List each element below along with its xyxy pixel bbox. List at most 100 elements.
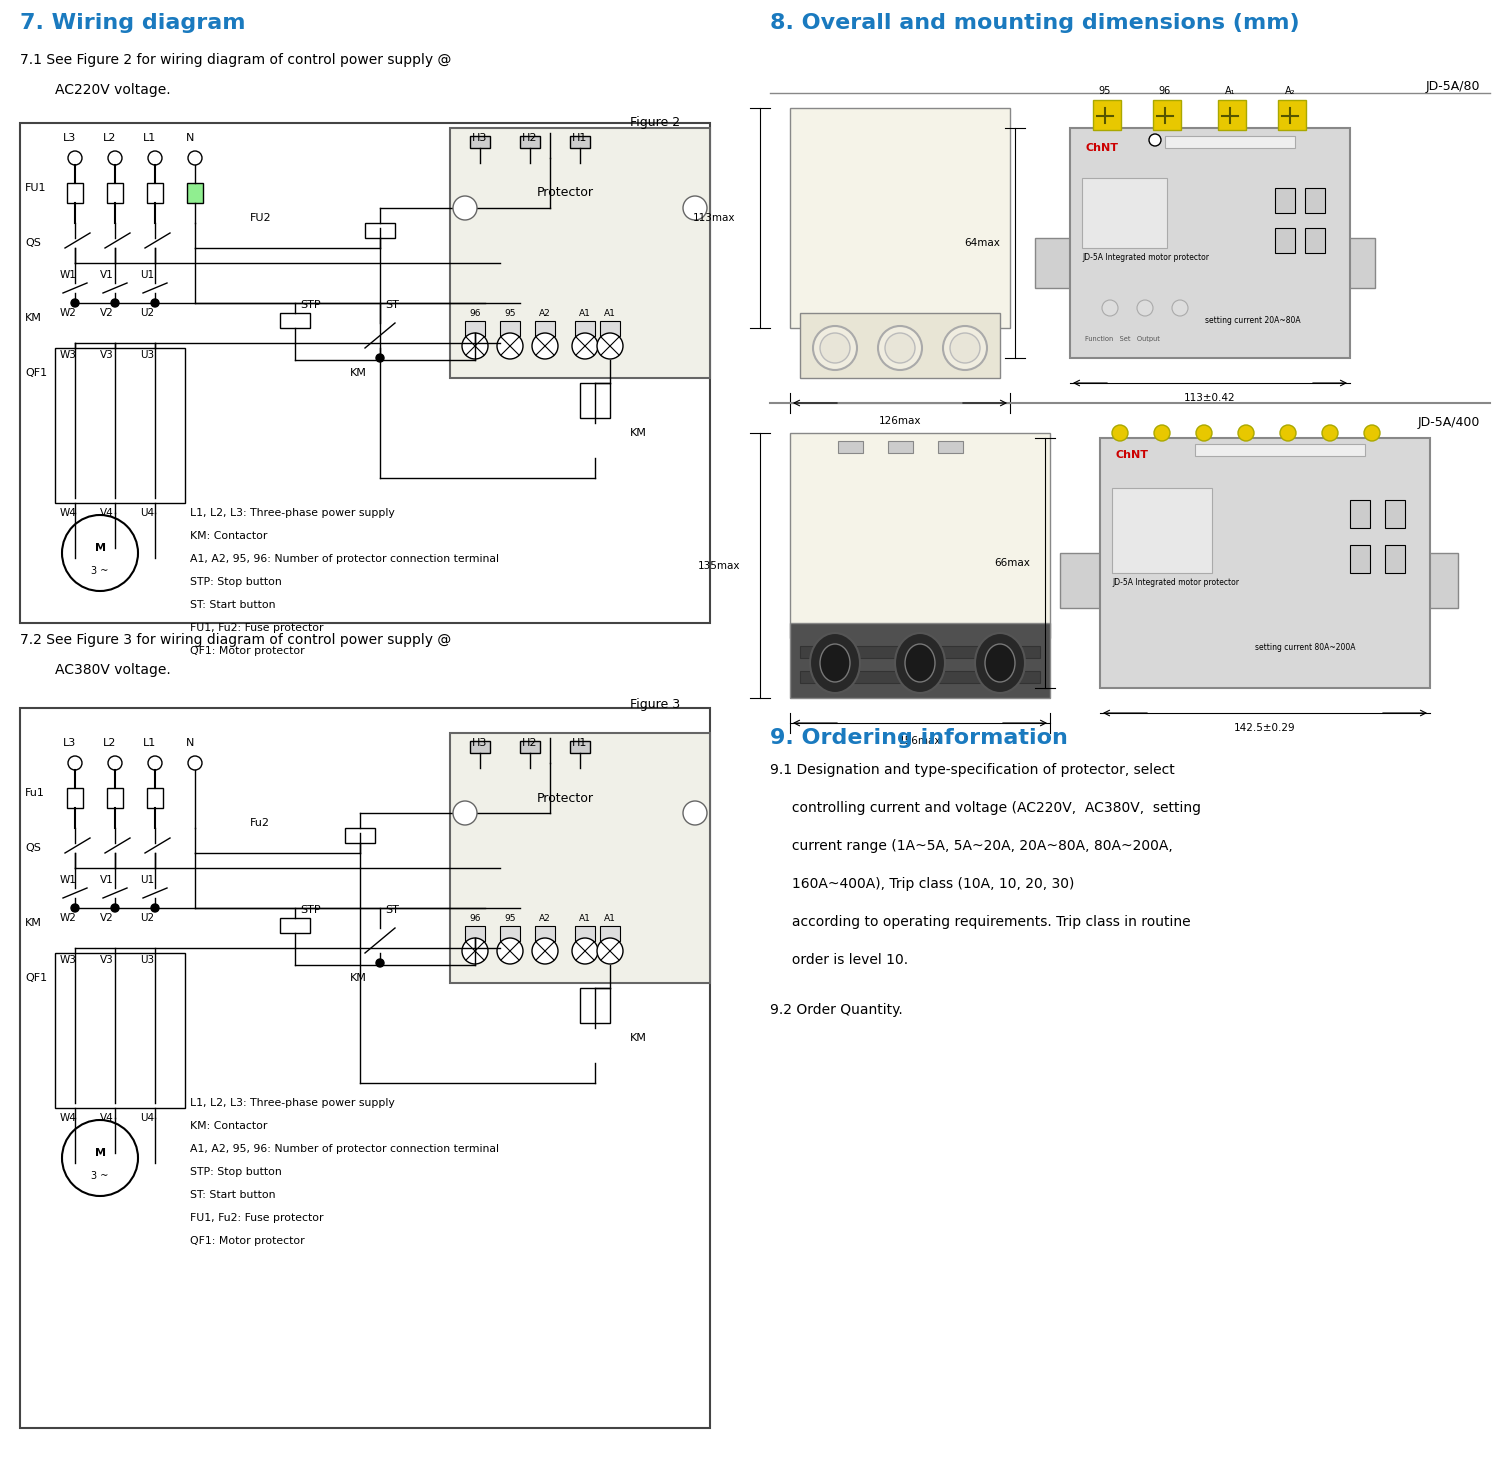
Text: QF1: Motor protector: QF1: Motor protector xyxy=(190,646,304,656)
Text: U1: U1 xyxy=(140,875,154,885)
Text: 9.2 Order Quantity.: 9.2 Order Quantity. xyxy=(770,1003,903,1018)
Bar xyxy=(20,122,710,623)
Circle shape xyxy=(950,332,980,363)
Text: KM: Contactor: KM: Contactor xyxy=(190,531,267,541)
Bar xyxy=(1100,437,1430,688)
Circle shape xyxy=(148,757,162,770)
Bar xyxy=(1196,445,1365,456)
Bar xyxy=(1340,238,1376,289)
Text: Function   Set   Output: Function Set Output xyxy=(1084,335,1160,343)
Bar xyxy=(147,184,164,203)
Bar xyxy=(1305,188,1324,213)
Circle shape xyxy=(532,937,558,964)
Text: L2: L2 xyxy=(104,738,117,748)
Bar xyxy=(1060,553,1100,608)
Bar xyxy=(465,926,484,940)
Bar xyxy=(56,348,184,503)
Bar xyxy=(1154,101,1180,130)
Text: W1: W1 xyxy=(60,270,76,280)
Bar xyxy=(1278,101,1306,130)
Text: KM: KM xyxy=(630,429,646,437)
Bar xyxy=(790,108,1010,328)
Bar xyxy=(500,926,520,940)
Text: Fu1: Fu1 xyxy=(26,787,45,798)
Text: STP: Stop button: STP: Stop button xyxy=(190,1166,282,1177)
Text: 7.2 See Figure 3 for wiring diagram of control power supply @: 7.2 See Figure 3 for wiring diagram of c… xyxy=(20,633,451,647)
Text: L2: L2 xyxy=(104,133,117,143)
Text: L1, L2, L3: Three-phase power supply: L1, L2, L3: Three-phase power supply xyxy=(190,1098,394,1108)
Bar xyxy=(470,741,490,752)
Bar xyxy=(106,787,123,808)
Circle shape xyxy=(453,195,477,220)
Bar xyxy=(574,321,596,335)
Text: KM: KM xyxy=(350,367,368,378)
Bar xyxy=(888,440,914,453)
Circle shape xyxy=(821,332,850,363)
Ellipse shape xyxy=(975,633,1024,693)
Circle shape xyxy=(496,937,523,964)
Text: H3: H3 xyxy=(472,738,488,748)
Circle shape xyxy=(148,152,162,165)
Text: KM: KM xyxy=(26,919,42,927)
Text: 7.1 See Figure 2 for wiring diagram of control power supply @: 7.1 See Figure 2 for wiring diagram of c… xyxy=(20,52,451,67)
Text: U2: U2 xyxy=(140,308,154,318)
Circle shape xyxy=(1238,424,1254,440)
Text: W2: W2 xyxy=(60,913,76,923)
Text: KM: KM xyxy=(26,313,42,324)
Circle shape xyxy=(1137,300,1154,316)
Text: H1: H1 xyxy=(573,133,588,143)
Text: 7. Wiring diagram: 7. Wiring diagram xyxy=(20,13,246,34)
Circle shape xyxy=(462,937,488,964)
Text: ST: Start button: ST: Start button xyxy=(190,1190,276,1200)
Text: 96: 96 xyxy=(470,914,480,923)
Bar xyxy=(470,136,490,149)
Circle shape xyxy=(188,757,202,770)
Text: setting current 20A~80A: setting current 20A~80A xyxy=(1204,316,1300,325)
Bar xyxy=(800,646,1040,658)
Circle shape xyxy=(878,327,922,370)
Text: A2: A2 xyxy=(538,309,550,318)
Circle shape xyxy=(68,152,82,165)
Text: AC380V voltage.: AC380V voltage. xyxy=(56,663,171,677)
Bar xyxy=(580,383,610,418)
Circle shape xyxy=(111,904,118,913)
Bar xyxy=(465,321,484,335)
Text: KM: KM xyxy=(630,1034,646,1042)
Bar xyxy=(1418,553,1458,608)
Circle shape xyxy=(1149,134,1161,146)
Text: U1: U1 xyxy=(140,270,154,280)
Text: QS: QS xyxy=(26,238,40,248)
Text: JD-5A Integrated motor protector: JD-5A Integrated motor protector xyxy=(1112,577,1239,588)
Circle shape xyxy=(68,757,82,770)
Bar xyxy=(1070,128,1350,359)
Text: Figure 2: Figure 2 xyxy=(630,117,680,128)
Text: 95: 95 xyxy=(504,914,516,923)
Text: current range (1A~5A, 5A~20A, 20A~80A, 80A~200A,: current range (1A~5A, 5A~20A, 20A~80A, 8… xyxy=(770,838,1173,853)
Bar xyxy=(1082,178,1167,248)
Bar xyxy=(364,223,394,238)
Bar xyxy=(68,787,82,808)
Text: 142.5±0.29: 142.5±0.29 xyxy=(1234,723,1296,733)
Text: 96: 96 xyxy=(1160,86,1172,96)
Bar xyxy=(1112,488,1212,573)
Bar xyxy=(1305,227,1324,254)
Text: 126max: 126max xyxy=(879,416,921,426)
Text: L3: L3 xyxy=(63,133,76,143)
Bar xyxy=(600,926,619,940)
Text: W4: W4 xyxy=(60,507,76,518)
Bar xyxy=(536,321,555,335)
Text: STP: STP xyxy=(300,905,321,916)
Circle shape xyxy=(376,354,384,362)
Circle shape xyxy=(70,299,80,308)
Text: W4: W4 xyxy=(60,1112,76,1123)
Text: ChNT: ChNT xyxy=(1114,451,1148,461)
Text: 113±0.42: 113±0.42 xyxy=(1184,394,1236,402)
Circle shape xyxy=(1112,424,1128,440)
Text: U4: U4 xyxy=(140,507,154,518)
Circle shape xyxy=(70,904,80,913)
Text: Fu2: Fu2 xyxy=(251,818,270,828)
Bar xyxy=(20,709,710,1427)
Text: ChNT: ChNT xyxy=(1084,143,1118,153)
Circle shape xyxy=(1172,300,1188,316)
Bar xyxy=(280,313,310,328)
